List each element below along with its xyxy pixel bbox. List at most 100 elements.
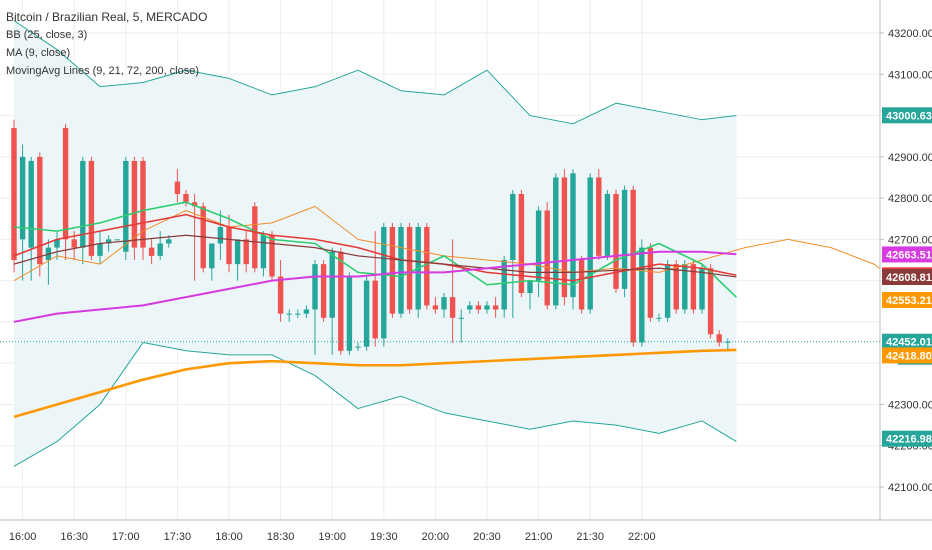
candle-body [475, 305, 482, 310]
y-tick-label: 42800.00 [888, 193, 932, 205]
candle-body [157, 243, 163, 256]
candle-body [114, 239, 120, 241]
price-tag-label: 42216.98 [886, 434, 932, 446]
candle-body [62, 127, 69, 240]
candle-body [458, 317, 464, 319]
candle-body [19, 156, 26, 240]
price-tag [882, 268, 932, 285]
candle-body [183, 193, 189, 203]
candle-body [88, 160, 95, 256]
candle-body [372, 280, 378, 339]
x-tick-label: 17:30 [164, 531, 192, 543]
candle-body [432, 305, 439, 310]
candle-body [621, 189, 628, 289]
y-tick-label: 42900.00 [888, 152, 932, 164]
candle-body [510, 193, 516, 260]
candle-body [217, 226, 224, 244]
candle-body [613, 193, 619, 289]
price-tag-label: 42663.51 [886, 249, 932, 261]
candle-body [682, 264, 688, 310]
x-tick-label: 18:00 [215, 531, 243, 543]
price-tag-label: 42418.80 [886, 350, 932, 362]
candle-body [630, 189, 636, 343]
x-tick-label: 21:00 [525, 531, 553, 543]
y-tick-label: 42700.00 [888, 234, 932, 246]
candle-body [596, 177, 602, 256]
y-tick-label: 43100.00 [888, 69, 932, 81]
bb-upper-line [13, 20, 737, 125]
candle-body [484, 305, 490, 310]
candle-body [639, 247, 645, 343]
price-tag [882, 107, 932, 124]
price-tag [882, 347, 932, 364]
candle-body [492, 305, 499, 310]
candle-body [80, 160, 86, 248]
x-tick-label: 19:00 [318, 531, 346, 543]
candle-body [699, 268, 705, 310]
candle-body [28, 160, 34, 248]
candle-body [338, 251, 344, 351]
candle-body [295, 313, 301, 315]
ma-orange-line [13, 348, 737, 419]
candle-body [467, 305, 473, 310]
bb-basis-line [13, 205, 918, 298]
x-tick-label: 18:30 [267, 531, 295, 543]
price-tag [882, 430, 932, 447]
candle-body [71, 239, 77, 248]
candle-body [725, 341, 731, 343]
candle-body [527, 280, 533, 294]
y-tick-label: 42300.00 [888, 399, 932, 411]
candle-body [123, 160, 129, 252]
candle-body [647, 247, 654, 318]
chart-legend: Bitcoin / Brazilian Real, 5, MERCADO BB … [6, 8, 207, 80]
x-tick-label: 22:00 [628, 531, 656, 543]
ma-21-line [13, 213, 737, 282]
candle-body [226, 226, 232, 265]
candle-body [234, 239, 241, 265]
candle-body [424, 226, 430, 306]
x-tick-label: 16:30 [60, 531, 88, 543]
candle-body [11, 127, 17, 260]
x-tick-label: 17:00 [112, 531, 140, 543]
candle-body [587, 177, 593, 310]
candle-body [518, 193, 525, 294]
candle-body [286, 313, 292, 315]
symbol-title[interactable]: Bitcoin / Brazilian Real, 5, MERCADO [6, 10, 208, 24]
candle-body [105, 239, 112, 244]
candle-body [209, 243, 215, 269]
candle-body [389, 226, 396, 314]
ma-indicator-label[interactable]: MA (9, close) [6, 47, 71, 59]
candle-body [329, 251, 335, 318]
candle-body [553, 177, 559, 306]
candle-body [191, 202, 198, 207]
candle-body [54, 239, 60, 248]
ma-72-line [13, 234, 737, 278]
bb-indicator-label[interactable]: BB (25, close, 3) [6, 29, 88, 41]
candle-body [320, 264, 327, 318]
candle-body [501, 260, 507, 310]
x-tick-label: 21:30 [576, 531, 604, 543]
candle-body [140, 160, 146, 248]
candle-body [690, 264, 697, 310]
x-tick-label: 16:00 [9, 531, 37, 543]
moving-avg-lines-label[interactable]: MovingAvg Lines (9, 21, 72, 200, close) [6, 65, 200, 77]
candle-body [303, 309, 310, 314]
candle-body [312, 264, 318, 310]
candle-body [346, 276, 353, 351]
price-tag-label: 43000.63 [886, 110, 932, 122]
candle-body [664, 264, 671, 318]
y-tick-label: 43200.00 [888, 28, 932, 40]
candle-body [656, 317, 662, 319]
candle-body [673, 264, 679, 310]
candle-body [355, 346, 361, 348]
candle-body [707, 268, 714, 335]
candle-body [535, 210, 542, 281]
candle-body [131, 160, 138, 248]
candle-body [544, 210, 550, 306]
ma-200-line [13, 250, 737, 323]
price-tag-label: 42452.01 [886, 337, 932, 349]
candle-body [269, 235, 275, 277]
candle-body [260, 235, 267, 269]
candle-body [449, 297, 456, 318]
